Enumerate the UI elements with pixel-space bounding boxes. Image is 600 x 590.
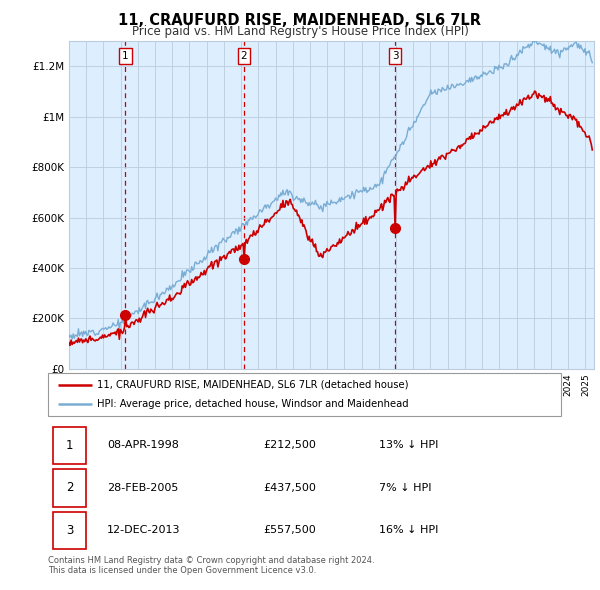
Text: 11, CRAUFURD RISE, MAIDENHEAD, SL6 7LR (detached house): 11, CRAUFURD RISE, MAIDENHEAD, SL6 7LR (…	[97, 380, 408, 390]
Text: Contains HM Land Registry data © Crown copyright and database right 2024.: Contains HM Land Registry data © Crown c…	[48, 556, 374, 565]
FancyBboxPatch shape	[48, 373, 561, 416]
Text: 12-DEC-2013: 12-DEC-2013	[107, 526, 181, 535]
Text: 13% ↓ HPI: 13% ↓ HPI	[379, 441, 438, 450]
Text: 3: 3	[392, 51, 398, 61]
FancyBboxPatch shape	[53, 427, 86, 464]
Text: Price paid vs. HM Land Registry's House Price Index (HPI): Price paid vs. HM Land Registry's House …	[131, 25, 469, 38]
Text: HPI: Average price, detached house, Windsor and Maidenhead: HPI: Average price, detached house, Wind…	[97, 399, 409, 409]
FancyBboxPatch shape	[53, 512, 86, 549]
Text: 16% ↓ HPI: 16% ↓ HPI	[379, 526, 438, 535]
Text: £437,500: £437,500	[263, 483, 316, 493]
Text: This data is licensed under the Open Government Licence v3.0.: This data is licensed under the Open Gov…	[48, 566, 316, 575]
Text: 1: 1	[122, 51, 128, 61]
Text: 28-FEB-2005: 28-FEB-2005	[107, 483, 178, 493]
Text: 1: 1	[66, 439, 74, 452]
Text: 3: 3	[66, 524, 73, 537]
Text: 2: 2	[66, 481, 74, 494]
Text: 2: 2	[241, 51, 247, 61]
Text: £212,500: £212,500	[263, 441, 316, 450]
FancyBboxPatch shape	[53, 470, 86, 506]
Text: £557,500: £557,500	[263, 526, 316, 535]
Text: 11, CRAUFURD RISE, MAIDENHEAD, SL6 7LR: 11, CRAUFURD RISE, MAIDENHEAD, SL6 7LR	[119, 13, 482, 28]
Text: 08-APR-1998: 08-APR-1998	[107, 441, 179, 450]
Text: 7% ↓ HPI: 7% ↓ HPI	[379, 483, 431, 493]
